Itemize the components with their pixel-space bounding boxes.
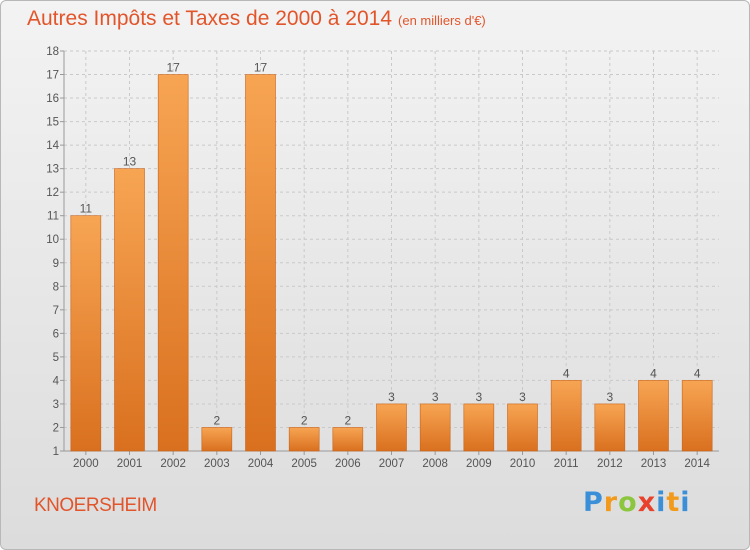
bar-value-label: 2 — [213, 413, 220, 427]
x-tick-label: 2002 — [160, 458, 186, 470]
y-tick-label: 12 — [46, 187, 59, 199]
x-tick-label: 2001 — [117, 458, 143, 470]
logo-letter: t — [666, 487, 681, 518]
bar-value-label: 17 — [166, 61, 180, 75]
y-tick-label: 4 — [53, 375, 60, 387]
x-tick-label: 2005 — [291, 458, 317, 470]
y-tick-label: 17 — [46, 70, 59, 82]
y-tick-label: 18 — [46, 46, 59, 58]
proxiti-logo[interactable]: Proxiti — [583, 487, 691, 518]
bar-value-label: 4 — [694, 366, 701, 380]
chart-title: Autres Impôts et Taxes de 2000 à 2014 (en… — [27, 7, 486, 31]
x-tick-label: 2008 — [422, 458, 448, 470]
y-tick-label: 13 — [46, 164, 59, 176]
bar[interactable] — [594, 403, 626, 452]
y-tick-label: 3 — [53, 399, 59, 411]
x-tick-label: 2000 — [73, 458, 99, 470]
x-tick-label: 2012 — [597, 458, 623, 470]
x-tick-label: 2007 — [379, 458, 405, 470]
bar[interactable] — [201, 427, 233, 452]
bar[interactable] — [681, 380, 713, 452]
bar-value-label: 4 — [650, 366, 657, 380]
bar[interactable] — [114, 168, 145, 452]
bar-value-label: 3 — [475, 390, 482, 404]
bar[interactable] — [245, 74, 276, 452]
bar-value-label: 2 — [344, 413, 351, 427]
x-tick-label: 2004 — [248, 458, 274, 470]
bar[interactable] — [419, 403, 451, 452]
x-tick-label: 2011 — [554, 458, 579, 470]
x-tick-label: 2006 — [335, 458, 361, 470]
y-tick-label: 8 — [53, 281, 59, 293]
x-tick-label: 2014 — [684, 458, 710, 470]
y-tick-label: 7 — [53, 305, 59, 317]
chart-unit-label: (en milliers d'€) — [398, 13, 486, 28]
chart-title-text: Autres Impôts et Taxes de 2000 à 2014 — [27, 7, 393, 30]
x-tick-label: 2003 — [204, 458, 230, 470]
bar-value-label: 11 — [80, 202, 93, 216]
logo-letter: o — [618, 487, 638, 518]
y-tick-label: 9 — [53, 258, 59, 270]
bar-value-label: 13 — [123, 155, 137, 169]
x-tick-label: 2010 — [510, 458, 536, 470]
logo-letter: P — [583, 487, 604, 518]
bar-value-label: 3 — [388, 390, 395, 404]
y-tick-label: 5 — [53, 352, 59, 364]
bar-value-label: 2 — [301, 413, 308, 427]
bar-value-label: 3 — [432, 390, 439, 404]
logo-letter: i — [680, 487, 691, 518]
labels: 1234567891011121314151617181120001320011… — [46, 46, 710, 470]
bar[interactable] — [376, 403, 407, 452]
bar[interactable] — [463, 403, 495, 452]
bar[interactable] — [70, 215, 102, 452]
bars — [70, 74, 713, 452]
y-tick-label: 6 — [53, 328, 59, 340]
y-tick-label: 15 — [46, 117, 59, 129]
logo-letter: x — [637, 487, 657, 518]
bar[interactable] — [288, 427, 320, 452]
logo-letter: i — [656, 487, 667, 518]
y-tick-label: 1 — [53, 446, 59, 458]
y-tick-label: 2 — [53, 422, 59, 434]
logo-letter: r — [603, 487, 619, 518]
x-tick-label: 2009 — [466, 458, 492, 470]
bar-value-label: 3 — [606, 390, 613, 404]
bar[interactable] — [550, 380, 582, 452]
bar[interactable] — [507, 403, 538, 452]
y-tick-label: 16 — [46, 93, 59, 105]
bar[interactable] — [638, 380, 669, 452]
commune-name: KNOERSHEIM — [34, 495, 157, 516]
bar-value-label: 17 — [254, 61, 268, 75]
bar-value-label: 3 — [519, 390, 526, 404]
y-tick-label: 11 — [47, 211, 59, 223]
x-tick-label: 2013 — [641, 458, 667, 470]
bar[interactable] — [157, 74, 189, 452]
y-tick-label: 14 — [46, 140, 59, 152]
y-tick-label: 10 — [46, 234, 59, 246]
bar[interactable] — [332, 427, 364, 452]
bar-value-label: 4 — [563, 366, 570, 380]
